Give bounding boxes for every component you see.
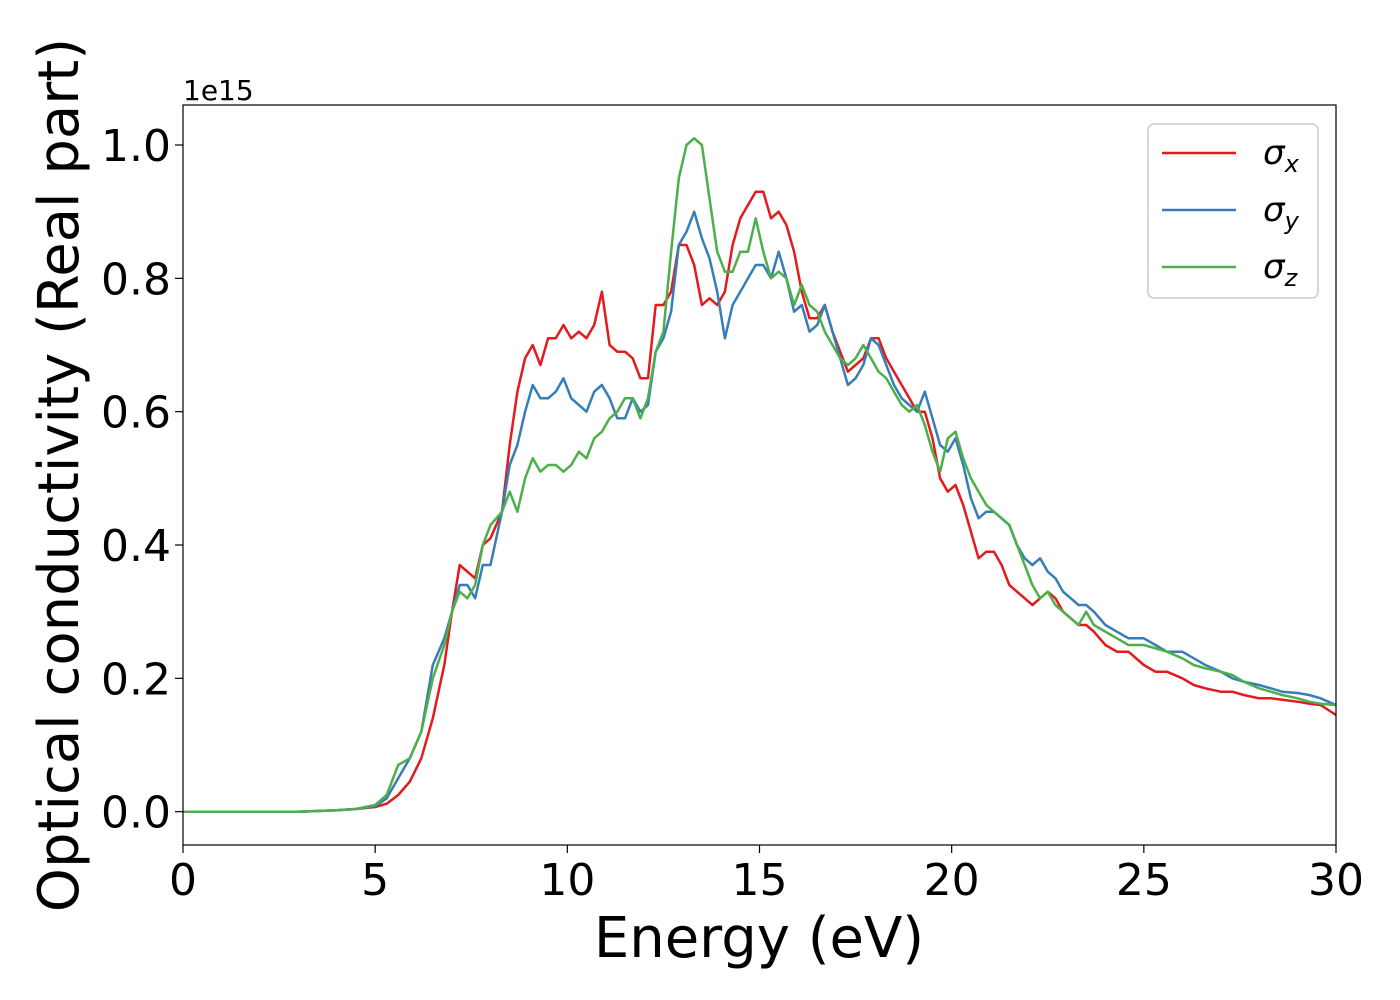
y-axis-label: Optical conductivity (Real part) [27, 38, 92, 912]
y-tick-label: 0.8 [101, 254, 171, 305]
y-tick-label: 0.6 [101, 388, 171, 439]
y-tick-label: 1.0 [101, 121, 171, 172]
series-layer [183, 137, 1337, 813]
x-tick-label: 0 [169, 855, 197, 906]
x-tick-label: 30 [1308, 855, 1364, 906]
y-tick-label: 0.4 [101, 521, 171, 572]
x-tick-label: 5 [361, 855, 389, 906]
y-axis-ticks: 0.0 0.2 0.4 0.6 0.8 1.0 [101, 121, 183, 839]
y-offset-label: 1e15 [183, 74, 254, 107]
x-tick-label: 15 [732, 855, 788, 906]
x-tick-label: 20 [924, 855, 980, 906]
x-tick-label: 10 [539, 855, 595, 906]
x-axis-label: Energy (eV) [594, 906, 924, 971]
y-tick-label: 0.2 [101, 654, 171, 705]
x-axis-ticks: 0 5 10 15 20 25 30 [169, 845, 1364, 906]
series-line-z [183, 137, 1337, 813]
plot-area [183, 105, 1336, 845]
y-tick-label: 0.0 [101, 788, 171, 839]
x-tick-label: 25 [1116, 855, 1172, 906]
series-line-y [183, 210, 1337, 813]
